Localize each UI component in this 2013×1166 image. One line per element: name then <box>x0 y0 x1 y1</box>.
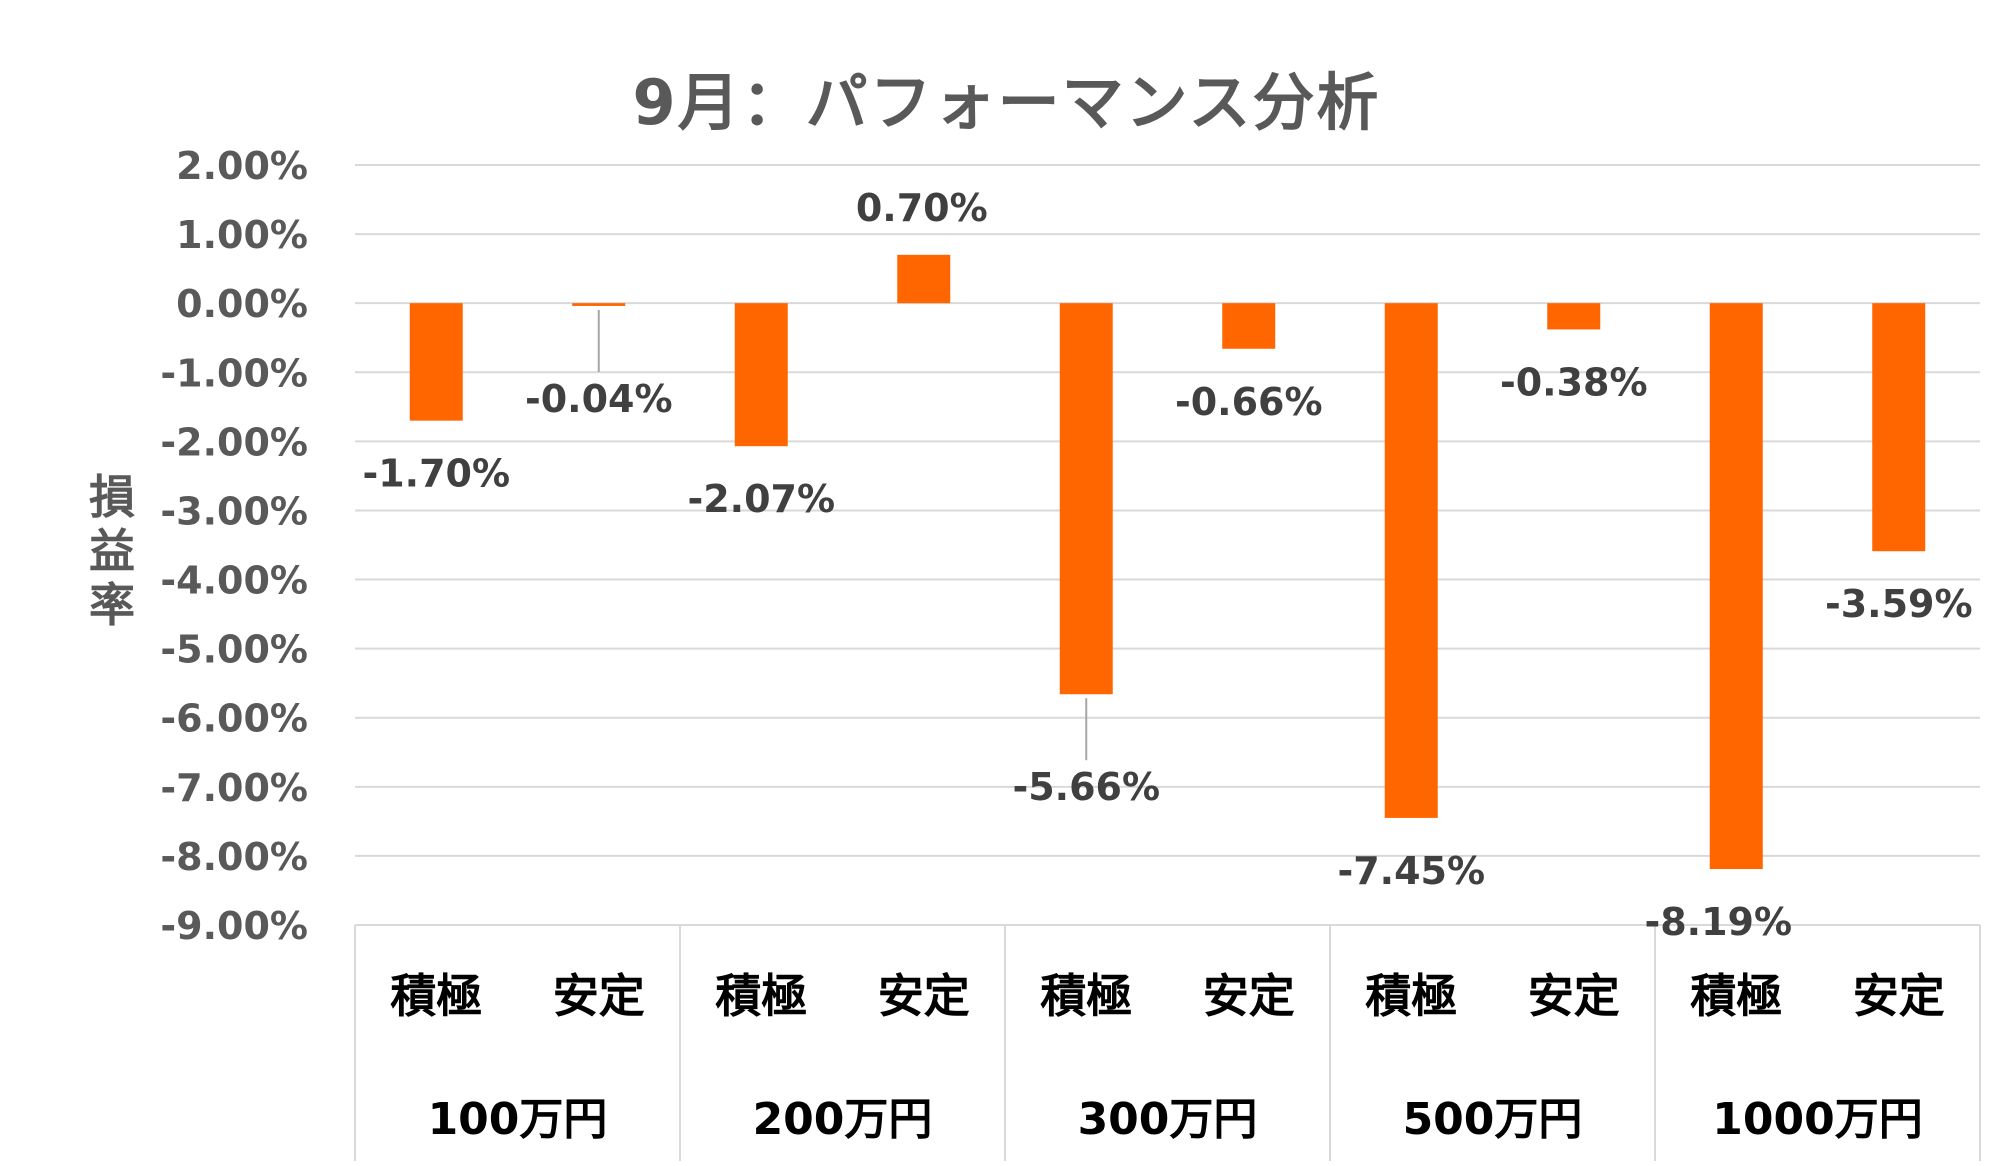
y-axis-label: 損益率 <box>89 470 135 632</box>
x-group-label: 200万円 <box>753 1094 933 1145</box>
x-tick-label: 安定 <box>553 969 645 1023</box>
y-tick-label: -7.00% <box>160 766 308 810</box>
x-tick-label: 積極 <box>715 969 807 1023</box>
x-tick-label: 積極 <box>1365 969 1457 1023</box>
data-label: -5.66% <box>1012 765 1160 809</box>
data-label: 0.70% <box>856 186 988 230</box>
data-label: -1.70% <box>362 452 510 496</box>
y-tick-label: -5.00% <box>160 628 308 672</box>
bar <box>1384 303 1438 818</box>
data-label: -0.04% <box>525 377 673 421</box>
bar <box>572 303 626 306</box>
x-group-label: 100万円 <box>428 1094 608 1145</box>
x-group-label: 500万円 <box>1403 1094 1583 1145</box>
chart-title: 9月：パフォーマンス分析 <box>632 66 1381 139</box>
y-tick-label: -3.00% <box>160 489 308 533</box>
data-label: -3.59% <box>1825 582 1973 626</box>
y-tick-label: 0.00% <box>176 282 308 326</box>
bar <box>734 303 788 447</box>
y-tick-label: -8.00% <box>160 835 308 879</box>
x-tick-label: 安定 <box>1853 969 1945 1023</box>
x-group-label: 1000万円 <box>1712 1094 1922 1145</box>
bar <box>1872 303 1926 552</box>
x-tick-label: 積極 <box>1690 969 1782 1023</box>
data-label: -8.19% <box>1644 900 1792 944</box>
x-tick-label: 積極 <box>1040 969 1132 1023</box>
bar <box>897 254 951 304</box>
data-label: -0.38% <box>1500 360 1648 404</box>
x-tick-label: 安定 <box>1528 969 1620 1023</box>
x-tick-label: 安定 <box>1203 969 1295 1023</box>
y-tick-label: -2.00% <box>160 420 308 464</box>
x-tick-label: 安定 <box>878 969 970 1023</box>
data-label: -0.66% <box>1175 380 1323 424</box>
y-tick-label: -9.00% <box>160 904 308 948</box>
x-group-label: 300万円 <box>1078 1094 1258 1145</box>
y-tick-label: -4.00% <box>160 559 308 603</box>
y-tick-label: -1.00% <box>160 351 308 395</box>
bar <box>1547 303 1601 330</box>
y-tick-label: -6.00% <box>160 697 308 741</box>
bar <box>1059 303 1113 695</box>
data-label: -7.45% <box>1337 849 1485 893</box>
bar <box>1709 303 1763 870</box>
y-tick-label: 1.00% <box>176 213 308 257</box>
y-tick-label: 2.00% <box>176 144 308 188</box>
x-tick-label: 積極 <box>390 969 482 1023</box>
bar <box>409 303 463 421</box>
bar <box>1222 303 1276 349</box>
data-label: -2.07% <box>687 477 835 521</box>
